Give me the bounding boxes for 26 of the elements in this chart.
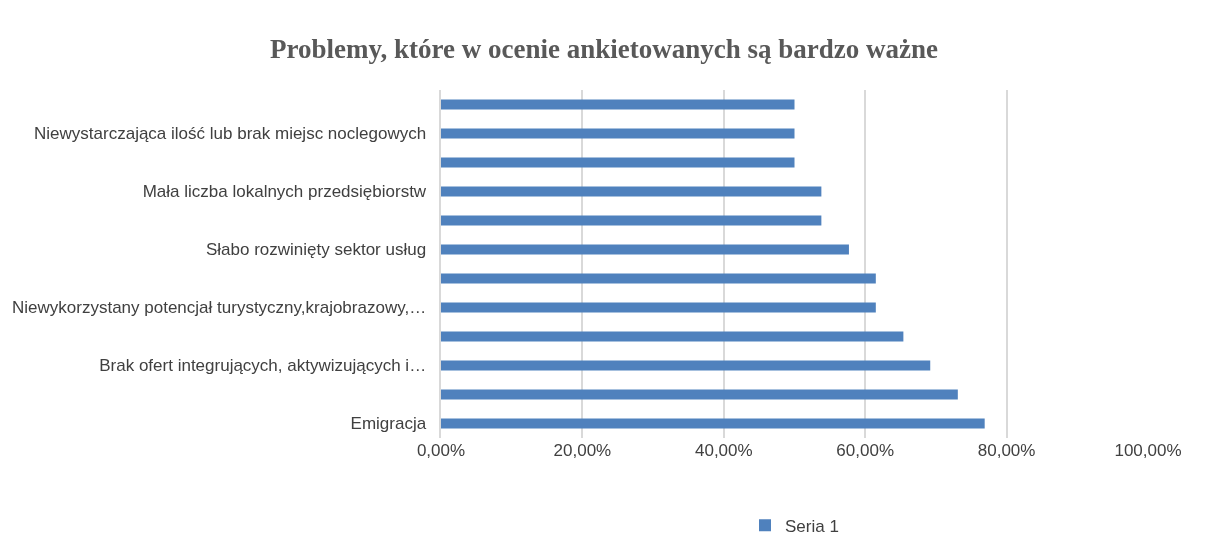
x-tick-label: 80,00%	[977, 441, 1036, 460]
bar	[441, 215, 822, 226]
bar	[441, 389, 958, 400]
y-tick-label: Mała liczba lokalnych przedsiębiorstw	[142, 182, 436, 202]
x-tick-label: 40,00%	[694, 441, 753, 460]
y-tick-label: Emigracja	[350, 414, 436, 434]
chart-title: Problemy, które w ocenie ankietowanych są bardzo ważne	[270, 33, 938, 64]
x-tick-label: 100,00%	[1114, 441, 1182, 460]
x-tick-label: 60,00%	[836, 441, 895, 460]
bar	[441, 418, 985, 429]
bar	[441, 99, 795, 110]
y-tick-label: Niewystarczająca ilość lub brak miejsc noclegowych	[34, 124, 436, 144]
legend-label: Seria 1	[785, 516, 839, 536]
bar	[441, 360, 931, 371]
y-tick-label: Brak ofert integrujących, aktywizujących i…	[99, 356, 436, 376]
bar	[441, 331, 904, 342]
x-tick-label: 20,00%	[553, 441, 612, 460]
bar	[441, 302, 876, 313]
y-tick-label: Niewykorzystany potencjał turystyczny,krajobrazowy,…	[12, 298, 436, 318]
y-tick-label: Słabo rozwinięty sektor usług	[205, 240, 436, 260]
bar	[441, 157, 795, 168]
bar	[441, 186, 822, 197]
bar	[441, 244, 849, 255]
x-tick-label: 0,00%	[416, 441, 466, 460]
bar	[441, 128, 795, 139]
bar	[441, 273, 876, 284]
